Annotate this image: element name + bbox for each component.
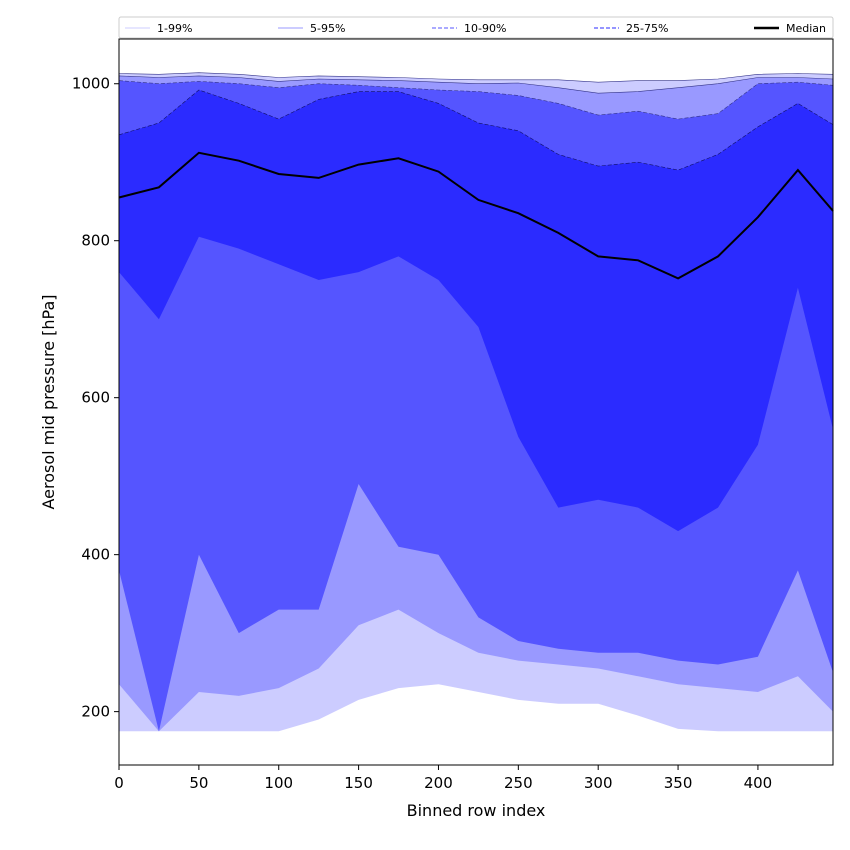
plot-frame <box>118 38 834 766</box>
median-line <box>118 151 834 280</box>
x-tick-label: 300 <box>584 774 613 792</box>
x-tick-label: 50 <box>189 774 208 792</box>
x-tick-label: 200 <box>424 774 453 792</box>
x-tick-label: 250 <box>504 774 533 792</box>
legend-box <box>118 16 834 39</box>
legend-label: Median <box>786 22 826 35</box>
x-tick-label: 350 <box>664 774 693 792</box>
percentile-bands <box>118 72 834 732</box>
band-upper-edge-1 <box>118 75 834 94</box>
y-axis-label: Aerosol mid pressure [hPa] <box>39 294 58 509</box>
y-tick-label: 800 <box>81 232 110 250</box>
x-axis-label: Binned row index <box>407 801 546 820</box>
legend: 1-99% 5-95% 10-90% 25-75% Median <box>118 16 834 39</box>
band-upper-edge-3 <box>118 89 834 171</box>
band-upper-edge-2 <box>118 80 834 120</box>
band-area-3 <box>119 90 833 532</box>
legend-label: 1-99% <box>157 22 192 35</box>
x-tick-label: 100 <box>264 774 293 792</box>
legend-label: 10-90% <box>464 22 506 35</box>
x-axis: 0 50 100 150 200 250 300 350 400 <box>114 765 772 792</box>
legend-label: 25-75% <box>626 22 668 35</box>
y-tick-label: 600 <box>81 389 110 407</box>
y-tick-label: 1000 <box>72 75 110 93</box>
median-layer <box>118 151 834 280</box>
x-tick-label: 150 <box>344 774 373 792</box>
y-tick-label: 400 <box>81 546 110 564</box>
y-axis: 200 400 600 800 1000 <box>72 75 119 721</box>
band-upper-edge-0 <box>118 72 834 83</box>
legend-label: 5-95% <box>310 22 345 35</box>
y-tick-label: 200 <box>81 703 110 721</box>
x-tick-label: 0 <box>114 774 124 792</box>
x-tick-label: 400 <box>744 774 773 792</box>
